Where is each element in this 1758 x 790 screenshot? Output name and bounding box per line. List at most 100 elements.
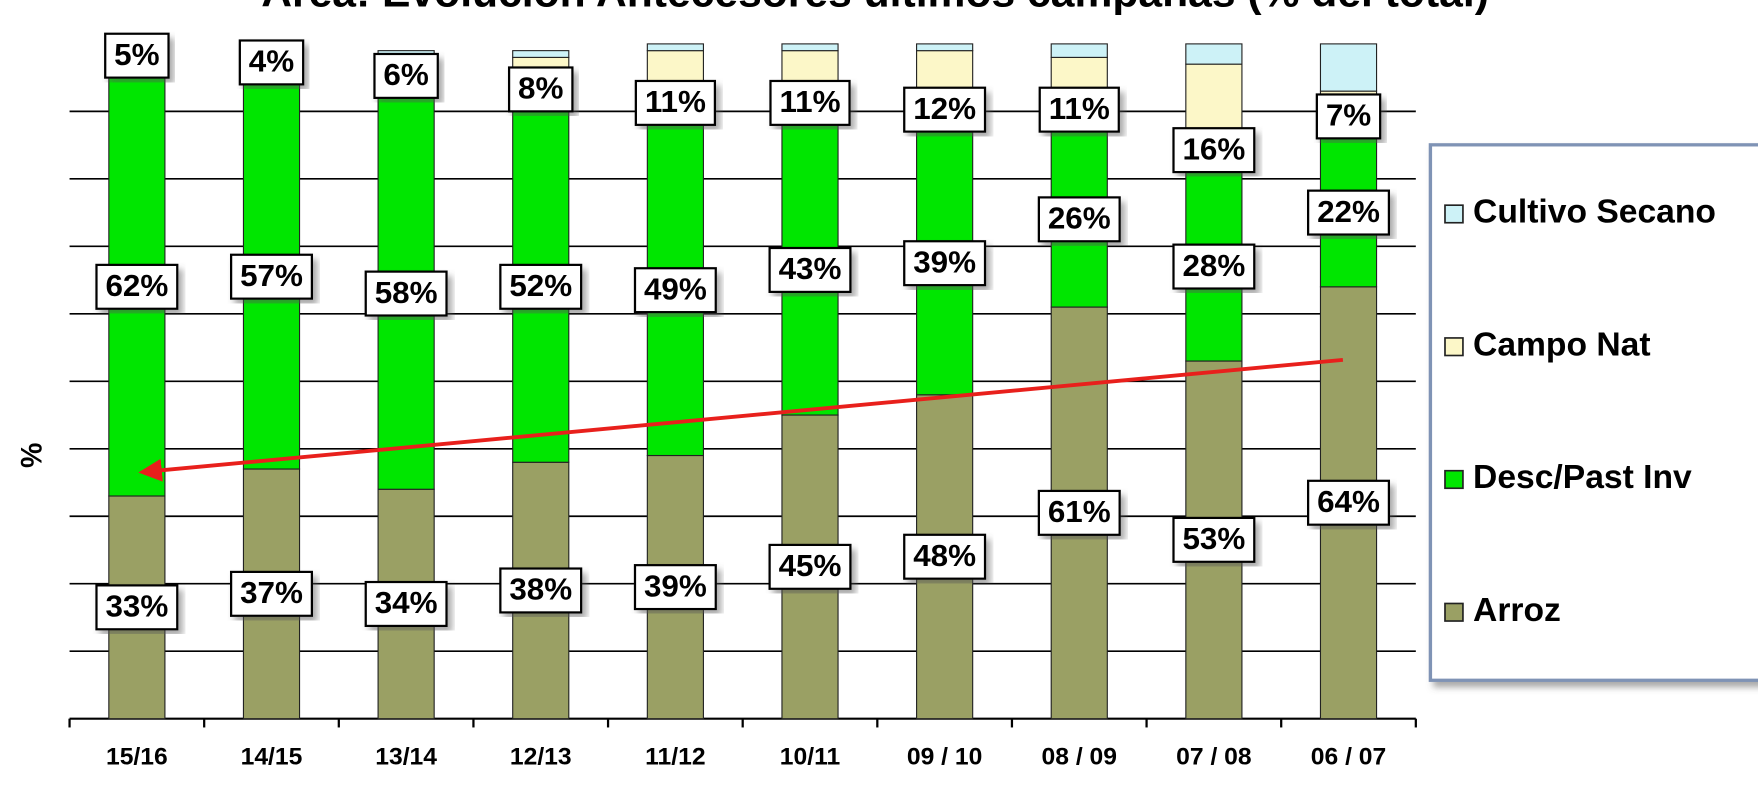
data-label: 38% xyxy=(499,567,583,614)
data-label-text: 26% xyxy=(1048,201,1111,236)
data-label: 53% xyxy=(1172,516,1256,563)
data-label-box xyxy=(1306,189,1391,236)
bar-segment xyxy=(1319,43,1378,92)
data-label: 8% xyxy=(507,66,574,113)
data-label: 58% xyxy=(364,270,448,317)
legend-label: Campo Nat xyxy=(1473,327,1651,364)
data-label-text: 22% xyxy=(1317,194,1380,229)
x-tick-label: 13/14 xyxy=(375,744,437,771)
data-label-text: 8% xyxy=(518,71,563,106)
data-label: 64% xyxy=(1306,479,1391,526)
data-label-box xyxy=(633,267,717,314)
legend-swatch xyxy=(1444,204,1464,224)
data-label-text: 33% xyxy=(105,589,168,624)
data-label: 52% xyxy=(499,263,583,310)
data-label-text: 16% xyxy=(1182,132,1245,167)
data-label: 16% xyxy=(1172,127,1256,174)
data-label-text: 28% xyxy=(1182,248,1245,283)
data-label-text: 61% xyxy=(1048,494,1111,529)
bar-segment xyxy=(646,43,704,52)
data-label: 33% xyxy=(95,584,179,631)
data-label-text: 39% xyxy=(644,569,707,604)
data-label: 39% xyxy=(903,240,987,287)
data-label-box xyxy=(238,39,305,86)
data-label-text: 57% xyxy=(240,258,303,293)
data-label: 57% xyxy=(229,253,314,300)
data-label-box xyxy=(104,32,170,79)
data-label: 11% xyxy=(1038,86,1120,133)
data-label-box xyxy=(633,564,717,611)
data-label-text: 11% xyxy=(1049,91,1110,126)
data-label-text: 64% xyxy=(1317,484,1380,519)
x-tick-label: 09 / 10 xyxy=(907,744,982,771)
x-tick-label: 11/12 xyxy=(645,744,705,771)
data-label-box xyxy=(768,543,852,590)
data-label: 4% xyxy=(238,39,305,86)
data-label-text: 45% xyxy=(779,548,842,583)
data-label: 34% xyxy=(364,580,448,628)
x-tick-label: 14/15 xyxy=(241,744,303,771)
data-label-text: 43% xyxy=(779,251,842,286)
data-label-box xyxy=(1172,243,1256,290)
bar-segment xyxy=(512,50,570,58)
chart-title: Area: Evolución Antecesores últimos camp… xyxy=(261,0,1489,16)
data-label: 11% xyxy=(634,79,717,126)
data-label-box xyxy=(634,79,717,126)
data-label-box xyxy=(373,52,439,99)
data-label-text: 53% xyxy=(1182,521,1245,556)
data-label-box xyxy=(499,263,583,310)
data-label-text: 38% xyxy=(509,572,572,607)
data-label-box xyxy=(95,263,179,310)
x-tick-label: 07 / 08 xyxy=(1176,744,1251,771)
data-label: 39% xyxy=(633,564,717,611)
data-label-box xyxy=(229,253,314,300)
data-label-text: 62% xyxy=(105,268,168,303)
legend-label: Arroz xyxy=(1473,592,1561,629)
legend-swatch xyxy=(1444,469,1464,490)
data-label-text: 49% xyxy=(644,272,707,307)
data-label-text: 48% xyxy=(913,538,976,573)
legend-label: Desc/Past Inv xyxy=(1473,460,1692,497)
data-label: 61% xyxy=(1037,489,1121,536)
data-label: 7% xyxy=(1315,93,1382,140)
data-label-box xyxy=(499,567,583,614)
data-label-box xyxy=(1037,489,1121,536)
legend-swatch xyxy=(1444,602,1464,622)
trend-arrow xyxy=(138,357,1344,482)
data-label-text: 7% xyxy=(1326,98,1371,133)
data-label: 11% xyxy=(769,79,851,126)
data-label-box xyxy=(1315,93,1382,140)
data-label-text: 11% xyxy=(645,84,706,119)
data-label-box xyxy=(903,86,987,133)
data-label-box xyxy=(903,240,987,287)
data-label-text: 52% xyxy=(509,268,572,303)
data-label: 6% xyxy=(373,52,439,99)
data-label-text: 58% xyxy=(375,275,438,310)
data-label: 37% xyxy=(229,570,314,617)
data-label-box xyxy=(768,246,852,293)
data-label: 26% xyxy=(1037,196,1121,243)
data-label-box xyxy=(1306,479,1391,526)
data-label-text: 5% xyxy=(114,37,159,72)
x-tick-label: 08 / 09 xyxy=(1042,744,1117,771)
bar-segment xyxy=(781,43,839,52)
data-label-box xyxy=(1038,86,1120,133)
bar-segment xyxy=(916,43,974,52)
x-tick-label: 10/11 xyxy=(780,744,840,771)
data-label-text: 34% xyxy=(375,585,438,620)
data-label-box xyxy=(507,66,574,113)
x-tick-label: 12/13 xyxy=(510,744,572,771)
data-label: 45% xyxy=(768,543,852,590)
data-label: 22% xyxy=(1306,189,1391,236)
data-label-text: 39% xyxy=(913,245,976,280)
data-label-box xyxy=(1037,196,1121,243)
data-label-text: 37% xyxy=(240,575,303,610)
data-label-text: 6% xyxy=(383,57,428,92)
data-label-box xyxy=(95,584,179,631)
y-axis-label: % xyxy=(16,443,48,468)
data-label-box xyxy=(903,533,987,580)
data-label: 62% xyxy=(95,263,179,310)
data-label: 48% xyxy=(903,533,987,580)
